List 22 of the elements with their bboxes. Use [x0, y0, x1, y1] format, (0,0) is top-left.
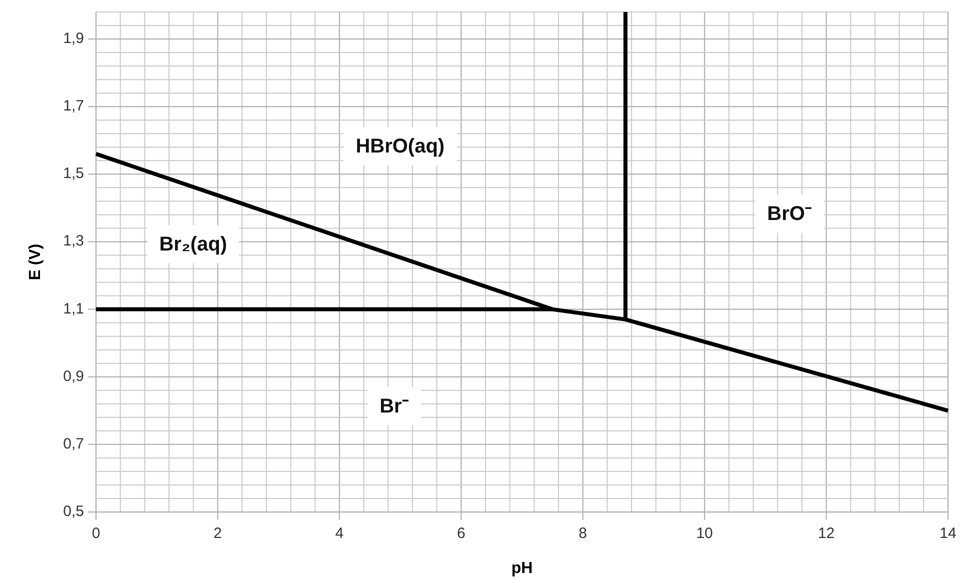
- y-axis-title: E (V): [27, 244, 44, 280]
- x-tick-label: 8: [578, 525, 588, 542]
- y-tick-label: 1,5: [63, 165, 84, 182]
- y-tick-label: 0,5: [63, 502, 84, 520]
- y-tick-label: 1,3: [63, 232, 84, 250]
- annotation: Br⁻: [380, 395, 409, 418]
- x-tick-label: 14: [940, 525, 956, 542]
- y-tick-label: 1,1: [63, 300, 84, 318]
- x-axis-title: pH: [511, 560, 533, 577]
- x-tick-label: 2: [214, 525, 222, 542]
- x-tick-label: 6: [456, 525, 466, 542]
- x-tick-label: 0: [92, 525, 100, 542]
- y-tick-label: 1,9: [63, 30, 84, 47]
- y-tick-label: 0,7: [63, 435, 84, 452]
- annotation: HBrO(aq): [356, 135, 445, 158]
- annotation: BrO⁻: [767, 202, 812, 225]
- y-tick-label: 0,9: [63, 368, 84, 385]
- annotation: Br₂(aq): [159, 233, 228, 256]
- x-tick-label: 10: [696, 525, 713, 542]
- x-tick-label: 4: [335, 525, 344, 542]
- x-tick-label: 12: [818, 525, 835, 542]
- y-tick-label: 1,7: [63, 98, 84, 115]
